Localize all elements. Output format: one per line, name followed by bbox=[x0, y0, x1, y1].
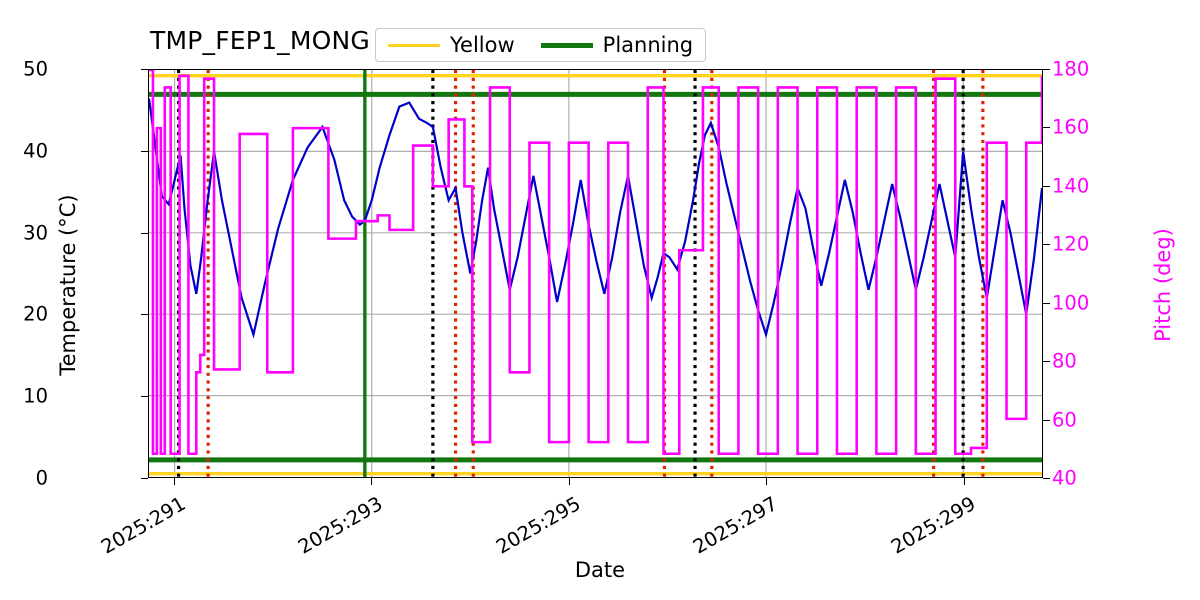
y-axis-right-tick-label: 120 bbox=[1052, 232, 1090, 256]
y-axis-right-tick-mark bbox=[1043, 244, 1050, 246]
y-axis-right-tick-mark bbox=[1043, 419, 1050, 421]
legend-item-planning[interactable]: Planning bbox=[540, 33, 694, 57]
y-axis-right-tick-mark bbox=[1043, 478, 1050, 479]
y-axis-left-tick-label: 40 bbox=[23, 139, 48, 163]
y-axis-right-tick-label: 80 bbox=[1052, 349, 1077, 373]
plot-area bbox=[148, 69, 1043, 478]
x-axis-tick-label: 2025:293 bbox=[294, 492, 387, 559]
plot-svg bbox=[149, 70, 1042, 477]
y-axis-right-tick-label: 60 bbox=[1052, 408, 1077, 432]
y-axis-left-tick-label: 20 bbox=[23, 302, 48, 326]
y-axis-right-tick-mark bbox=[1043, 127, 1050, 129]
y-axis-left-tick-label: 0 bbox=[35, 466, 48, 490]
y-axis-left-label: Temperature (°C) bbox=[56, 194, 80, 376]
x-axis-tick-mark bbox=[371, 478, 373, 485]
y-axis-right-tick-mark bbox=[1043, 361, 1050, 363]
y-axis-left-tick-mark bbox=[141, 232, 148, 234]
legend-item-yellow[interactable]: Yellow bbox=[388, 33, 515, 57]
y-axis-right-tick-mark bbox=[1043, 185, 1050, 187]
y-axis-right-tick-label: 40 bbox=[1052, 466, 1077, 490]
x-axis-tick-label: 2025:295 bbox=[491, 492, 585, 559]
y-axis-right-label: Pitch (deg) bbox=[1151, 228, 1175, 342]
series-line-pitch bbox=[149, 70, 1042, 456]
y-axis-right-tick-label: 180 bbox=[1052, 57, 1090, 81]
y-axis-right-tick-mark bbox=[1043, 302, 1050, 304]
legend-label-planning: Planning bbox=[602, 33, 694, 57]
legend-swatch-planning-line bbox=[540, 42, 593, 48]
x-axis-tick-mark bbox=[568, 478, 570, 485]
y-axis-right-tick-mark bbox=[1043, 69, 1050, 70]
x-axis-tick-label: 2025:297 bbox=[689, 492, 782, 559]
x-axis-label: Date bbox=[574, 558, 626, 582]
series-line-temperature bbox=[149, 98, 1042, 339]
y-axis-left-tick-label: 50 bbox=[23, 57, 48, 81]
y-axis-right-tick-label: 100 bbox=[1052, 291, 1090, 315]
y-axis-left-tick-mark bbox=[141, 150, 148, 152]
chart-title: TMP_FEP1_MONG bbox=[150, 26, 370, 55]
y-axis-right-tick-label: 160 bbox=[1052, 115, 1090, 139]
y-axis-left-tick-mark bbox=[141, 396, 148, 398]
x-axis-tick-mark bbox=[766, 478, 768, 485]
x-axis-tick-mark bbox=[173, 478, 175, 485]
x-axis-tick-label: 2025:299 bbox=[887, 492, 980, 559]
y-axis-right-tick-label: 140 bbox=[1052, 174, 1090, 198]
y-axis-left-tick-label: 10 bbox=[23, 384, 48, 408]
y-axis-left-tick-label: 30 bbox=[23, 221, 48, 245]
x-axis-tick-label: 2025:291 bbox=[96, 492, 190, 559]
y-axis-left-tick-mark bbox=[141, 69, 148, 70]
legend-swatch-yellow-line bbox=[388, 43, 440, 47]
y-axis-left-tick-mark bbox=[141, 478, 148, 479]
y-axis-left-tick-mark bbox=[141, 314, 148, 316]
chart-legend: Yellow Planning bbox=[375, 28, 707, 62]
legend-label-yellow: Yellow bbox=[450, 33, 515, 57]
x-axis-tick-mark bbox=[963, 478, 965, 485]
